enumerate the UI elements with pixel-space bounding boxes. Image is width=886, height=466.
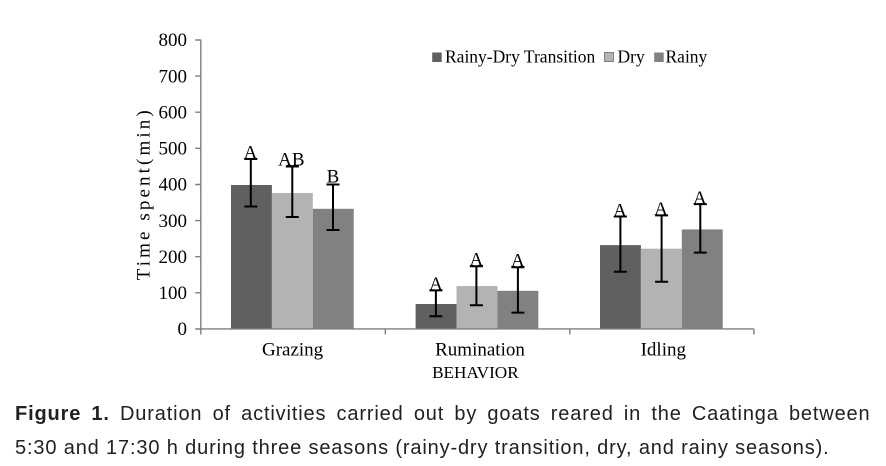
svg-text:Idling: Idling	[641, 340, 687, 361]
svg-text:A: A	[244, 143, 258, 164]
svg-text:Rumination: Rumination	[435, 340, 525, 361]
svg-text:100: 100	[159, 283, 188, 304]
svg-text:A: A	[470, 250, 484, 271]
svg-text:A: A	[613, 200, 627, 221]
svg-text:Grazing: Grazing	[262, 340, 324, 361]
svg-text:Time spent(min): Time spent(min)	[133, 107, 154, 280]
svg-text:A: A	[654, 199, 668, 220]
svg-text:A: A	[429, 274, 443, 295]
svg-text:200: 200	[159, 247, 188, 268]
svg-text:Dry: Dry	[618, 47, 645, 67]
svg-text:800: 800	[159, 30, 188, 51]
svg-text:A: A	[511, 251, 525, 272]
svg-text:0: 0	[178, 319, 188, 340]
svg-text:AB: AB	[278, 150, 304, 171]
svg-text:BEHAVIOR: BEHAVIOR	[432, 363, 519, 382]
svg-text:Rainy-Dry Transition: Rainy-Dry Transition	[445, 47, 595, 67]
svg-text:700: 700	[159, 66, 188, 87]
svg-text:500: 500	[159, 139, 188, 160]
svg-text:Rainy: Rainy	[666, 47, 708, 67]
svg-text:400: 400	[159, 175, 188, 196]
svg-text:600: 600	[159, 102, 188, 123]
svg-text:A: A	[693, 188, 707, 209]
svg-text:300: 300	[159, 211, 188, 232]
svg-text:B: B	[327, 167, 340, 188]
